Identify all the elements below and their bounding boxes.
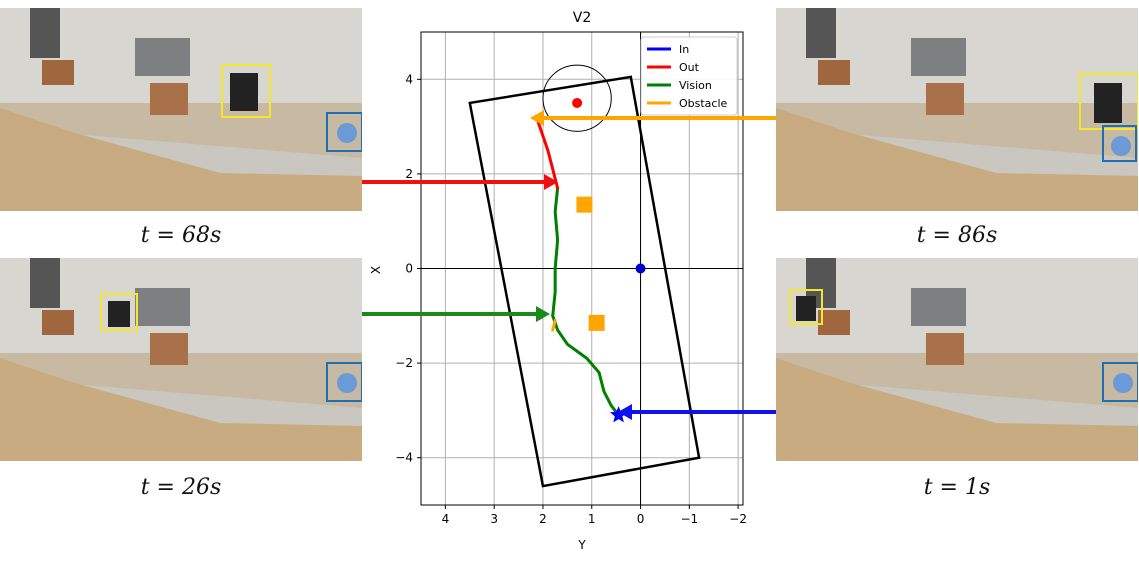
x-tick-label: 4 (442, 512, 450, 526)
trajectory-vision (551, 186, 560, 318)
plot-title: V2 (573, 10, 591, 26)
y-tick-label: 0 (405, 262, 413, 276)
caption-t86: t = 86s (916, 223, 998, 248)
trajectory-plot: V2 4 3 2 1 0 −1 −2 4 2 0 −2 −4 Y X In Out Vision Obsta… (369, 10, 747, 552)
arrow-obstacle (530, 110, 776, 126)
caption-t1: t = 1s (923, 475, 991, 500)
x-tick-label: −1 (680, 512, 698, 526)
origin-point (635, 263, 646, 274)
caption-t68: t = 68s (140, 223, 222, 248)
x-tick-label: 0 (637, 512, 645, 526)
x-tick-label: −2 (729, 512, 747, 526)
caption-t26: t = 26s (140, 475, 222, 500)
goal-circle (542, 64, 612, 132)
start-star (610, 406, 628, 423)
target-point (572, 97, 583, 108)
obstacle-marker (576, 196, 593, 213)
legend-box (640, 36, 738, 116)
plot-legend: In Out Vision Obstacle (640, 36, 738, 116)
y-tick-label: 2 (405, 167, 413, 181)
y-tick-label: 4 (405, 72, 413, 86)
plot-marks (468, 64, 701, 488)
legend-label: In (679, 43, 689, 56)
y-tick-label: −2 (395, 356, 413, 370)
x-tick-label: 2 (539, 512, 547, 526)
x-tick-label: 3 (490, 512, 498, 526)
boundary-polygon (468, 75, 701, 488)
legend-label: Obstacle (679, 97, 728, 110)
legend-label: Vision (679, 79, 712, 92)
arrow-in (618, 404, 776, 420)
photo-t26 (0, 258, 362, 461)
arrow-out (362, 174, 558, 190)
x-tick-label: 1 (588, 512, 596, 526)
photo-t68 (0, 8, 362, 211)
axis-ticks: 4 3 2 1 0 −1 −2 4 2 0 −2 −4 (395, 72, 747, 526)
photo-t1 (776, 258, 1138, 461)
arrow-vision (362, 306, 550, 322)
x-axis-label: Y (577, 538, 586, 552)
legend-label: Out (679, 61, 700, 74)
y-tick-label: −4 (395, 451, 413, 465)
trajectory-obstacle (551, 319, 557, 332)
trajectory-vision (551, 314, 621, 417)
photo-t86 (776, 8, 1138, 211)
trajectory-out (536, 120, 560, 190)
y-axis-label: X (369, 266, 383, 274)
obstacle-marker (588, 314, 605, 331)
